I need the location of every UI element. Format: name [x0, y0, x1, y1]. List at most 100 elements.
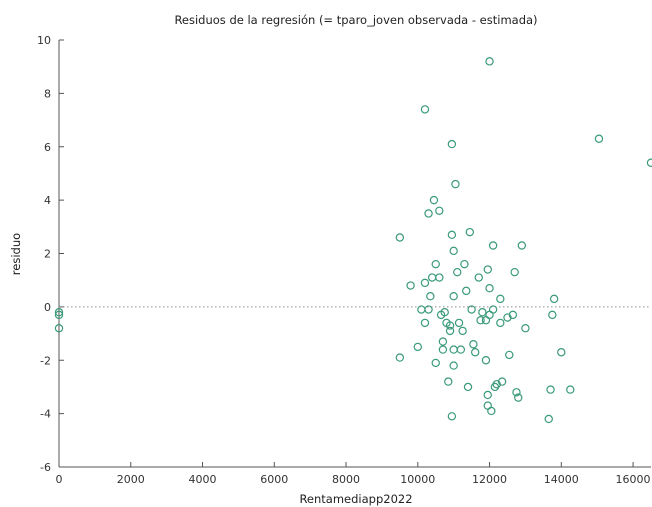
residual-point: [438, 345, 448, 354]
x-tick-label: 0: [56, 473, 63, 486]
residual-point: [512, 388, 521, 397]
y-tick-label: -6: [40, 461, 51, 474]
residual-point: [449, 361, 458, 370]
residual-point: [456, 345, 466, 354]
y-tick-label: 4: [44, 194, 51, 207]
data-points: [54, 57, 652, 424]
residual-point: [445, 321, 455, 330]
y-axis-title: residuo: [9, 233, 23, 275]
residual-point: [449, 246, 458, 256]
residual-point: [514, 393, 523, 402]
y-tick-label: -4: [40, 408, 51, 421]
residual-point: [431, 259, 440, 269]
residual-point: [496, 318, 505, 328]
residual-point: [420, 278, 430, 288]
residual-point: [505, 350, 514, 360]
residual-point: [395, 353, 405, 362]
residual-point: [447, 139, 457, 149]
residual-point: [496, 294, 505, 304]
y-tick-label: -2: [40, 354, 51, 367]
residual-point: [476, 316, 485, 325]
residual-point: [420, 318, 430, 328]
residual-point: [458, 326, 467, 336]
residual-point: [420, 105, 430, 114]
residual-point: [478, 308, 487, 317]
residual-point: [444, 377, 453, 386]
residual-point: [549, 294, 559, 304]
residual-point: [429, 195, 439, 205]
residual-point: [54, 324, 64, 333]
residual-point: [451, 179, 460, 189]
residual-point: [548, 310, 557, 320]
residual-point: [483, 265, 492, 274]
x-tick-label: 10000: [400, 473, 435, 486]
residual-point: [424, 209, 433, 218]
residual-point: [460, 259, 469, 269]
plot-frame: [58, 40, 651, 468]
residual-point: [413, 342, 422, 352]
x-tick-label: 8000: [332, 473, 360, 486]
residual-point: [449, 345, 458, 354]
residual-point: [474, 273, 483, 282]
residual-point: [435, 206, 444, 215]
residual-point: [463, 382, 473, 392]
residual-point: [481, 356, 491, 365]
residual-point: [431, 358, 440, 368]
residual-point: [453, 267, 462, 277]
residual-point: [54, 310, 64, 320]
residual-point: [435, 273, 444, 282]
y-tick-label: 10: [37, 34, 51, 47]
residual-point: [517, 241, 527, 250]
residual-point: [469, 340, 478, 349]
residual-point: [467, 305, 476, 314]
y-tick-label: 0: [44, 301, 51, 314]
y-axis-ticks: -6 -4 -2 0 2 4 6 8 10: [37, 34, 64, 474]
residual-point: [557, 348, 566, 357]
residual-point: [447, 412, 457, 421]
x-tick-label: 14000: [544, 473, 579, 486]
residual-point: [487, 406, 496, 416]
x-axis-ticks: 0 2000 4000 6000 8000 10000 12000 14000 16000: [56, 462, 651, 486]
residual-point: [406, 281, 415, 290]
y-tick-label: 2: [44, 248, 51, 261]
residual-point: [488, 305, 498, 314]
x-tick-label: 16000: [616, 473, 651, 486]
x-tick-label: 12000: [472, 473, 507, 486]
residual-point: [510, 267, 519, 277]
residual-point: [646, 158, 652, 167]
residual-point: [449, 292, 458, 301]
x-axis-title: Rentamediapp2022: [299, 492, 412, 506]
x-tick-label: 2000: [117, 473, 145, 486]
residual-point: [566, 385, 575, 394]
residual-point: [483, 390, 492, 400]
residual-point: [445, 326, 455, 336]
residual-point: [447, 230, 457, 240]
residual-point: [485, 57, 494, 66]
residual-point: [470, 348, 480, 357]
residual-point: [508, 310, 518, 320]
residual-point: [497, 377, 507, 386]
residual-point: [426, 292, 435, 301]
residual-point: [488, 241, 498, 250]
residual-point: [440, 308, 449, 317]
residual-point: [424, 305, 433, 314]
y-tick-label: 8: [44, 87, 51, 100]
x-tick-label: 4000: [189, 473, 217, 486]
residual-point: [454, 318, 464, 328]
chart-title: Residuos de la regresión (= tparo_joven …: [174, 13, 537, 27]
residual-point: [427, 273, 437, 282]
residual-point: [395, 233, 405, 242]
residual-point: [544, 414, 553, 424]
residual-point: [462, 286, 471, 296]
residual-point: [54, 308, 64, 317]
x-tick-label: 6000: [260, 473, 288, 486]
residual-point: [465, 227, 475, 237]
residual-point: [594, 134, 604, 143]
residual-point: [521, 324, 530, 333]
residual-point: [546, 385, 555, 394]
residual-point: [438, 337, 448, 346]
residual-point: [485, 283, 494, 293]
residual-point: [417, 305, 426, 314]
y-tick-label: 6: [44, 141, 51, 154]
